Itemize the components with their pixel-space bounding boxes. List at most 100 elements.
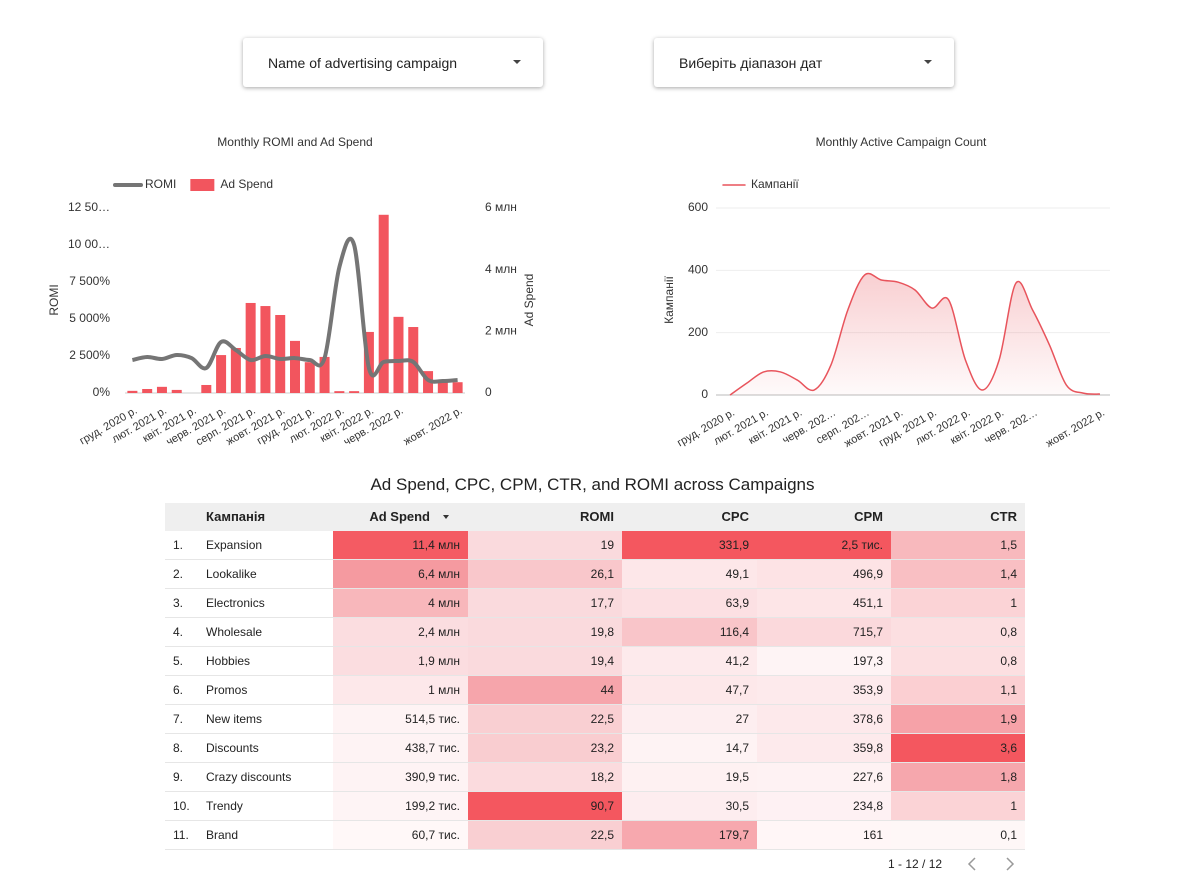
date-filter[interactable]: Виберіть діапазон дат [654,38,954,87]
metric-cell: 49,1 [622,560,757,588]
bar [304,362,315,393]
metric-cell: 23,2 [468,734,622,762]
metric-cell: 514,5 тис. [333,705,468,733]
metric-cell: 1 млн [333,676,468,704]
y-tick-label: 400 [688,263,708,277]
header-cell[interactable]: CPC [721,509,749,524]
y-axis-label: Кампанії [662,275,676,323]
header-cell[interactable]: Кампанія [206,509,266,524]
metric-cell: 353,9 [757,676,891,704]
metric-cell: 6,4 млн [333,560,468,588]
campaign-filter[interactable]: Name of advertising campaign [243,38,543,87]
bar [349,391,360,393]
header-label: Ad Spend [369,509,430,524]
header-cell[interactable]: CTR [990,509,1017,524]
metric-cell: 331,9 [622,531,757,559]
metric-cell: 451,1 [757,589,891,617]
metric-cell: 30,5 [622,792,757,820]
table-row: 2. Lookalike 6,4 млн 26,1 49,1 496,9 1,4 [165,560,1025,589]
bar [452,382,463,393]
y-tick-label: 10 00… [68,237,110,251]
metric-cell: 1,5 [891,531,1025,559]
bar [378,214,389,393]
y-tick-label: 0% [93,385,111,399]
legend-swatch [190,179,215,191]
bar [127,390,138,393]
page-info: 1 - 12 / 12 [888,857,943,871]
bar [334,391,345,393]
bar [201,384,212,393]
metric-cell: 22,5 [468,705,622,733]
metric-cell: 4 млн [333,589,468,617]
metric-cell: 63,9 [622,589,757,617]
table-row: 11. Brand 60,7 тис. 22,5 179,7 161 0,1 [165,821,1025,850]
metric-cell: 390,9 тис. [333,763,468,791]
charts: Monthly ROMI and Ad Spend ROMI Ad Spend ROM… [47,135,1110,450]
bar [260,306,271,393]
dropdown-arrow [924,60,932,64]
header-cell[interactable]: Ad Spend [333,503,468,531]
legend-label: Кампанії [751,177,799,191]
y-axis-label: ROMI [47,284,61,315]
y2-tick-label: 0 [485,385,492,399]
line [131,236,458,384]
campaign-name: Crazy discounts [206,770,292,784]
metric-cell: 1,1 [891,676,1025,704]
metric-cell: 14,7 [622,734,757,762]
campaign-name: Promos [206,683,248,697]
row-index: 1. [173,538,184,552]
dropdown-arrow [513,60,521,64]
row-index: 5. [173,654,184,668]
filter-label: Виберіть діапазон дат [679,55,823,71]
metric-cell: 496,9 [757,560,891,588]
metric-cell: 0,8 [891,647,1025,675]
metric-cell: 90,7 [468,792,622,820]
table-row: 1. Expansion 11,4 млн 19 331,9 2,5 тис. 1,5 [165,531,1025,560]
campaign-name: Wholesale [206,625,263,639]
y-tick-label: 7 500% [69,274,110,288]
metric-cell: 715,7 [757,618,891,646]
metric-cell: 19 [468,531,622,559]
metric-cell: 0,8 [891,618,1025,646]
row-index: 7. [173,712,184,726]
y-tick-label: 2 500% [69,348,110,362]
bar [393,316,404,393]
x-tick-label: жовт. 2022 р. [1044,407,1107,450]
bar [245,302,256,393]
sort-arrow [443,515,449,519]
metric-cell: 19,5 [622,763,757,791]
metric-cell: 1,4 [891,560,1025,588]
row-index: 3. [173,596,184,610]
bar [319,356,330,393]
bar [156,386,167,393]
y2-tick-label: 4 млн [485,262,517,276]
table-row: 7. New items 514,5 тис. 22,5 27 378,6 1,9 [165,705,1025,734]
metric-cell: 161 [757,821,891,849]
legend-label: ROMI [145,177,176,191]
header-cell[interactable]: ROMI [580,509,614,524]
campaign-name: Electronics [206,596,265,610]
campaign-name: Hobbies [206,654,251,668]
y2-axis-label: Ad Spend [522,274,536,327]
table-row: 3. Electronics 4 млн 17,7 63,9 451,1 1 [165,589,1025,618]
header-cell[interactable]: CPM [854,509,883,524]
campaign-name: Brand [206,828,239,842]
y-tick-label: 5 000% [69,311,110,325]
metric-cell: 378,6 [757,705,891,733]
metric-cell: 116,4 [622,618,757,646]
page-nav[interactable] [963,856,1023,872]
metric-cell: 2,5 тис. [757,531,891,559]
bar [142,388,153,393]
area-fill [730,273,1100,395]
campaign-name: Expansion [206,538,263,552]
line [729,272,1101,396]
metric-cell: 26,1 [468,560,622,588]
metric-cell: 359,8 [757,734,891,762]
legend-label: Ad Spend [220,177,273,191]
prev-page[interactable] [967,857,976,871]
next-page[interactable] [1006,857,1015,871]
table-row: 8. Discounts 438,7 тис. 23,2 14,7 359,8 3,6 [165,734,1025,763]
y-tick-label: 0 [701,387,708,401]
row-index: 9. [173,770,184,784]
metric-cell: 199,2 тис. [333,792,468,820]
